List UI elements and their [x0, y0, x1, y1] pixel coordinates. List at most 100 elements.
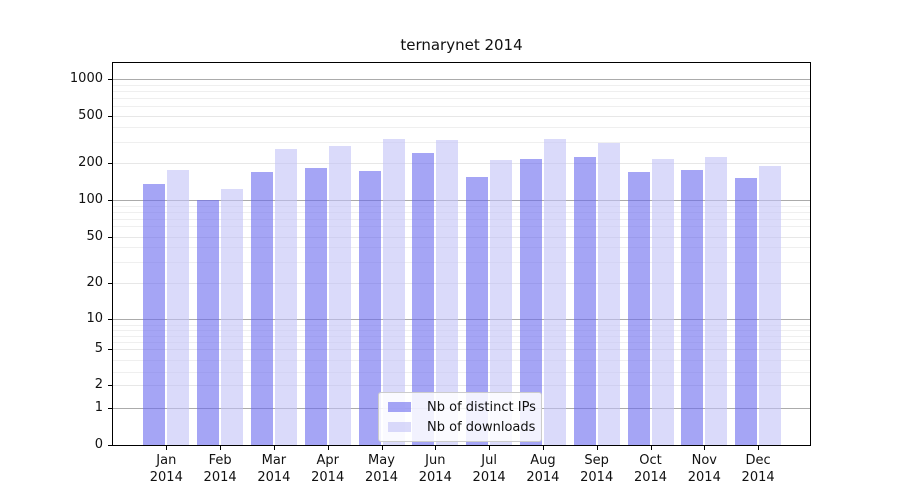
y-tick-mark	[108, 385, 112, 387]
y-tick-mark	[108, 283, 112, 285]
y-gridline	[113, 116, 810, 117]
x-tick-label: Oct 2014	[633, 453, 668, 485]
x-tick-mark	[273, 446, 275, 450]
bar-downloads-aug	[543, 138, 566, 445]
bar-downloads-nov	[705, 156, 728, 445]
x-tick-mark	[758, 446, 760, 450]
bar-downloads-may	[382, 138, 405, 445]
y-tick-mark	[108, 200, 112, 201]
bar-downloads-jul	[490, 159, 513, 445]
x-tick-label: Jan 2014	[149, 453, 183, 485]
y-tick-mark	[108, 79, 112, 81]
x-tick-label: Jun 2014	[418, 453, 452, 485]
y-gridline	[113, 79, 810, 81]
y-gridline	[113, 330, 810, 331]
chart-title: ternarynet 2014	[400, 36, 523, 54]
y-gridline	[113, 163, 810, 165]
y-tick-mark	[108, 349, 112, 351]
y-gridline	[113, 98, 810, 100]
legend-swatch-distinct-ips	[388, 402, 411, 412]
y-gridline	[113, 385, 810, 387]
bar-distinct-ips-jul	[466, 176, 489, 445]
x-tick-label: Mar 2014	[257, 453, 291, 485]
y-gridline	[113, 106, 810, 108]
x-tick-label: Feb 2014	[203, 453, 237, 485]
x-tick-label: Dec 2014	[741, 453, 775, 485]
y-gridline	[113, 205, 810, 207]
bar-downloads-mar	[274, 149, 297, 445]
y-tick-label: 5	[94, 341, 103, 357]
x-tick-mark	[220, 446, 222, 450]
y-gridline	[113, 91, 810, 93]
y-gridline	[113, 336, 810, 337]
y-gridline	[113, 211, 810, 213]
bar-distinct-ips-jan	[143, 183, 166, 445]
bar-distinct-ips-sep	[573, 156, 596, 445]
y-gridline	[113, 283, 810, 285]
y-tick-mark	[108, 319, 112, 320]
y-gridline	[113, 262, 810, 264]
legend-label-distinct-ips: Nb of distinct IPs	[427, 399, 536, 415]
bar-distinct-ips-mar	[250, 171, 273, 445]
bar-downloads-apr	[328, 145, 351, 445]
x-tick-label: May 2014	[364, 453, 399, 485]
bar-downloads-sep	[597, 142, 620, 445]
x-tick-label: Apr 2014	[311, 453, 345, 485]
x-tick-label: Aug 2014	[526, 453, 560, 485]
y-gridline	[113, 372, 810, 373]
y-gridline	[113, 319, 810, 320]
y-gridline	[113, 360, 810, 361]
y-gridline	[113, 200, 810, 201]
y-gridline	[113, 247, 810, 249]
y-tick-label: 0	[94, 436, 103, 452]
y-gridline	[113, 84, 810, 86]
y-gridline	[113, 127, 810, 129]
bar-distinct-ips-aug	[519, 159, 542, 445]
bar-downloads-jan	[167, 169, 190, 445]
bar-distinct-ips-jun	[412, 152, 435, 445]
x-tick-label: Nov 2014	[687, 453, 721, 485]
y-tick-mark	[108, 163, 112, 165]
y-gridline	[113, 218, 810, 220]
x-tick-mark	[381, 446, 383, 450]
x-tick-label: Sep 2014	[580, 453, 614, 485]
y-gridline	[113, 226, 810, 228]
y-tick-label: 500	[78, 108, 103, 123]
y-tick-mark	[108, 236, 112, 238]
bar-distinct-ips-nov	[681, 169, 704, 445]
plot-area: Nb of distinct IPs Nb of downloads	[112, 62, 811, 446]
y-tick-label: 200	[78, 155, 103, 171]
bar-downloads-feb	[221, 188, 244, 445]
y-tick-label: 50	[86, 228, 103, 244]
y-tick-label: 10	[86, 311, 103, 326]
y-tick-label: 100	[78, 192, 103, 207]
bar-distinct-ips-apr	[304, 168, 327, 445]
legend: Nb of distinct IPs Nb of downloads	[378, 392, 542, 442]
x-tick-mark	[166, 446, 168, 450]
bar-distinct-ips-oct	[627, 171, 650, 445]
x-tick-mark	[596, 446, 598, 450]
x-tick-mark	[435, 446, 437, 450]
y-gridline	[113, 349, 810, 351]
legend-item-downloads: Nb of downloads	[385, 417, 535, 437]
bar-distinct-ips-feb	[197, 200, 220, 445]
y-gridline	[113, 342, 810, 343]
y-tick-label: 1000	[69, 71, 103, 87]
legend-label-downloads: Nb of downloads	[427, 419, 536, 435]
legend-swatch-downloads	[388, 422, 411, 432]
y-tick-label: 1	[94, 400, 103, 415]
bar-downloads-jun	[436, 140, 459, 445]
y-gridline	[113, 142, 810, 144]
x-tick-mark	[650, 446, 652, 450]
x-tick-mark	[327, 446, 329, 450]
y-tick-mark	[108, 444, 112, 446]
bar-downloads-dec	[759, 166, 782, 445]
bar-distinct-ips-dec	[735, 178, 758, 445]
legend-item-distinct-ips: Nb of distinct IPs	[385, 397, 536, 417]
x-tick-mark	[489, 446, 491, 450]
y-gridline	[113, 324, 810, 326]
y-gridline	[113, 236, 810, 238]
bar-downloads-oct	[651, 158, 674, 445]
y-tick-mark	[108, 116, 112, 117]
